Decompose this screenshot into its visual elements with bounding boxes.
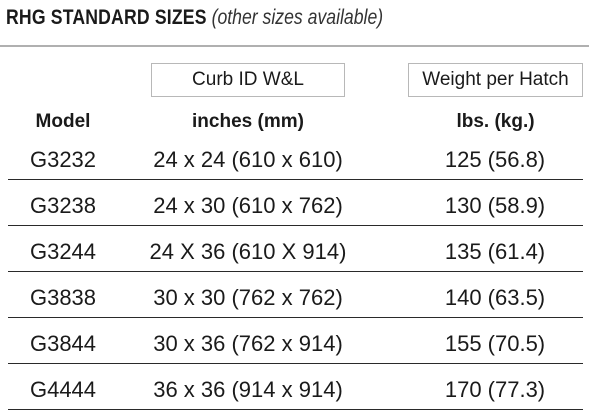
weight-cell: 130 (58.9): [444, 193, 546, 218]
model-cell: G3838: [29, 285, 97, 310]
curb-header-label: Curb ID W&L: [192, 69, 304, 90]
weight-cell: 140 (63.5): [444, 285, 546, 310]
title-main: RHG STANDARD SIZES: [6, 6, 207, 29]
weight-cell: 155 (70.5): [444, 331, 546, 356]
row-divider: [8, 363, 583, 364]
table-row: G3238 24 x 30 (610 x 762) 130 (58.9): [0, 187, 589, 233]
weight-units-header: lbs. (kg.): [456, 111, 535, 132]
row-divider: [8, 271, 583, 272]
table-title: RHG STANDARD SIZES (other sizes availabl…: [6, 4, 383, 32]
model-column-header: Model: [35, 111, 91, 132]
weight-header-box: Weight per Hatch: [408, 63, 583, 97]
row-divider: [8, 409, 583, 410]
weight-header-label: Weight per Hatch: [422, 69, 569, 90]
curb-header-box: Curb ID W&L: [151, 63, 345, 97]
size-cell: 30 x 36 (762 x 914): [153, 331, 343, 356]
size-cell: 24 x 24 (610 x 610): [153, 147, 343, 172]
weight-cell: 135 (61.4): [444, 239, 546, 264]
size-cell: 36 x 36 (914 x 914): [153, 377, 343, 402]
table-row: G3232 24 x 24 (610 x 610) 125 (56.8): [0, 141, 589, 187]
size-cell: 24 x 30 (610 x 762): [153, 193, 343, 218]
size-units-header: inches (mm): [192, 111, 304, 132]
size-cell: 24 X 36 (610 X 914): [149, 239, 347, 264]
row-divider: [8, 317, 583, 318]
title-note: (other sizes available): [211, 6, 384, 29]
title-divider: [0, 45, 589, 47]
table-row: G3244 24 X 36 (610 X 914) 135 (61.4): [0, 233, 589, 279]
row-divider: [8, 179, 583, 180]
row-divider: [8, 225, 583, 226]
table-row: G3838 30 x 30 (762 x 762) 140 (63.5): [0, 279, 589, 325]
weight-cell: 125 (56.8): [444, 147, 546, 172]
model-cell: G3844: [29, 331, 97, 356]
model-cell: G4444: [29, 377, 97, 402]
table-row: G3844 30 x 36 (762 x 914) 155 (70.5): [0, 325, 589, 371]
model-cell: G3238: [29, 193, 97, 218]
model-cell: G3244: [29, 239, 97, 264]
model-cell: G3232: [29, 147, 97, 172]
table-row: G4444 36 x 36 (914 x 914) 170 (77.3): [0, 371, 589, 417]
weight-cell: 170 (77.3): [444, 377, 546, 402]
size-cell: 30 x 30 (762 x 762): [153, 285, 343, 310]
